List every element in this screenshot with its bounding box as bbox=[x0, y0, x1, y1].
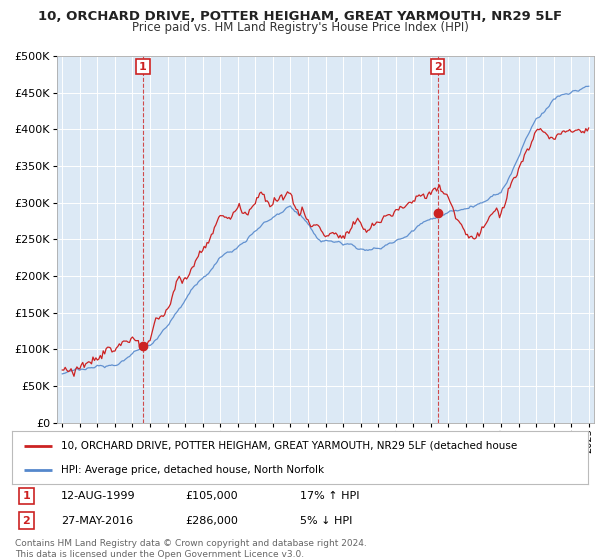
Text: 10, ORCHARD DRIVE, POTTER HEIGHAM, GREAT YARMOUTH, NR29 5LF (detached house: 10, ORCHARD DRIVE, POTTER HEIGHAM, GREAT… bbox=[61, 441, 517, 451]
Text: 17% ↑ HPI: 17% ↑ HPI bbox=[300, 491, 359, 501]
Text: 1: 1 bbox=[23, 491, 30, 501]
Text: 1: 1 bbox=[139, 62, 147, 72]
Text: 2: 2 bbox=[23, 516, 30, 526]
Text: Contains HM Land Registry data © Crown copyright and database right 2024.
This d: Contains HM Land Registry data © Crown c… bbox=[15, 539, 367, 559]
Text: 10, ORCHARD DRIVE, POTTER HEIGHAM, GREAT YARMOUTH, NR29 5LF: 10, ORCHARD DRIVE, POTTER HEIGHAM, GREAT… bbox=[38, 10, 562, 23]
Text: 2: 2 bbox=[434, 62, 442, 72]
Text: £105,000: £105,000 bbox=[185, 491, 238, 501]
Text: Price paid vs. HM Land Registry's House Price Index (HPI): Price paid vs. HM Land Registry's House … bbox=[131, 21, 469, 34]
Text: £286,000: £286,000 bbox=[185, 516, 238, 526]
Text: HPI: Average price, detached house, North Norfolk: HPI: Average price, detached house, Nort… bbox=[61, 465, 324, 475]
Text: 27-MAY-2016: 27-MAY-2016 bbox=[61, 516, 133, 526]
Text: 5% ↓ HPI: 5% ↓ HPI bbox=[300, 516, 352, 526]
Text: 12-AUG-1999: 12-AUG-1999 bbox=[61, 491, 136, 501]
